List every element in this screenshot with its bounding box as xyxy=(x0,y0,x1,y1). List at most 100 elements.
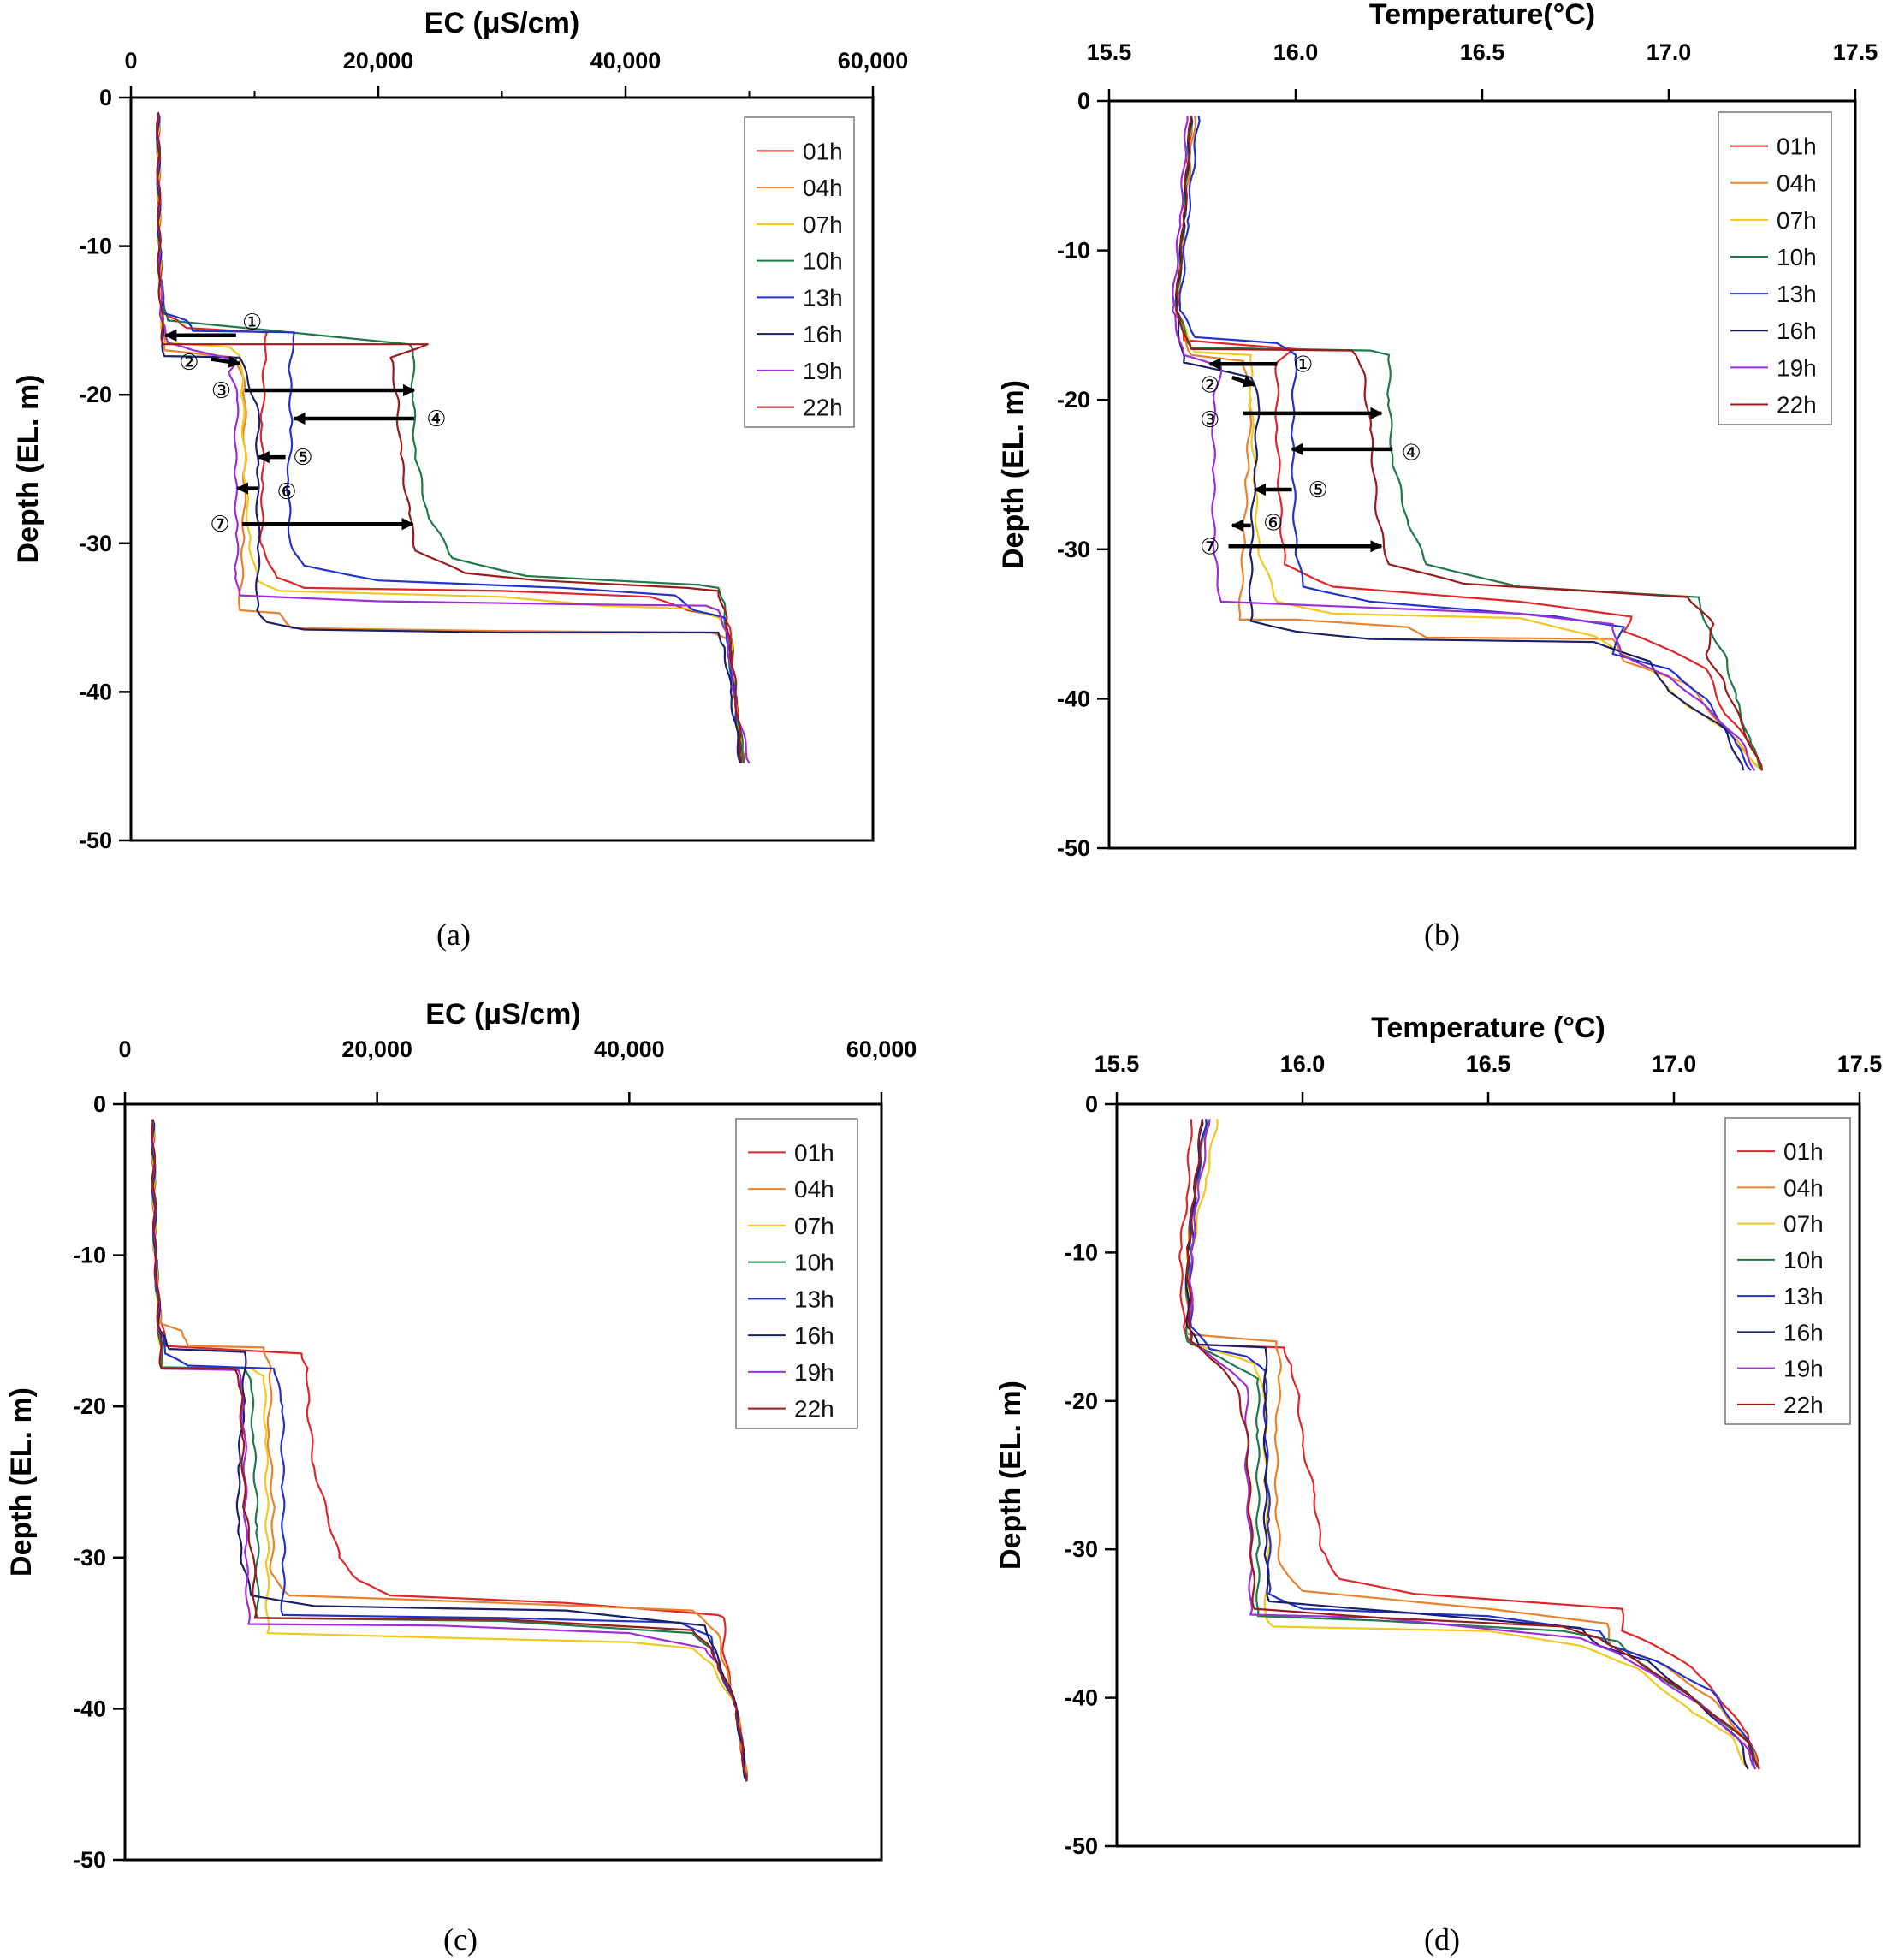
series-line-19h xyxy=(151,1119,748,1782)
annotation-label: ② xyxy=(1200,373,1219,399)
legend-item: 04h xyxy=(748,1176,834,1203)
legend-item: 04h xyxy=(1730,170,1817,197)
x-tick-label: 16.0 xyxy=(1280,1051,1326,1077)
series-line-04h xyxy=(151,1119,748,1782)
y-tick-label: -50 xyxy=(1057,835,1090,861)
y-tick-label: 0 xyxy=(99,85,112,110)
annotation-label: ④ xyxy=(1402,440,1421,466)
legend-label: 10h xyxy=(1783,1247,1824,1274)
legend-item: 13h xyxy=(757,284,843,311)
x-tick-label: 17.5 xyxy=(1837,1051,1883,1077)
x-axis-title: EC (μS/cm) xyxy=(425,998,580,1030)
y-axis-title: Depth (EL. m) xyxy=(997,380,1030,569)
y-tick-label: -40 xyxy=(1065,1685,1098,1711)
panel-a: EC (μS/cm) 0 20,000 40,000 60,000 0 -10 -20 -30 -… xyxy=(12,7,908,853)
y-tick-label: -20 xyxy=(73,1393,106,1419)
x-tick-label: 16.0 xyxy=(1273,39,1319,65)
series-line-19h xyxy=(1172,116,1756,771)
y-tick-label: -30 xyxy=(79,531,112,556)
annotation-label: ④ xyxy=(426,407,446,432)
legend-label: 01h xyxy=(794,1139,834,1166)
x-tick-label: 17.0 xyxy=(1647,39,1692,65)
x-tick-label: 0 xyxy=(118,1036,131,1062)
caption-d: (d) xyxy=(1424,1922,1460,1957)
legend-label: 16h xyxy=(803,321,843,347)
annotation-label: ⑤ xyxy=(1308,478,1328,503)
x-tick-label: 40,000 xyxy=(590,48,662,74)
legend-label: 10h xyxy=(803,248,843,275)
y-tick-label: -30 xyxy=(1057,537,1090,562)
legend-item: 04h xyxy=(1737,1174,1824,1201)
legend-label: 10h xyxy=(1777,244,1817,270)
y-tick-label: -20 xyxy=(79,382,112,407)
legend-item: 19h xyxy=(757,358,843,384)
legend-label: 04h xyxy=(1777,170,1817,197)
legend-item: 07h xyxy=(1737,1211,1824,1238)
legend: 01h 04h 07h 10h 13h 16h 19h 22h xyxy=(1724,1117,1851,1425)
panel-c: EC (μS/cm) 0 20,000 40,000 60,000 0 -10 -20 -30 -… xyxy=(5,998,917,1873)
legend-label: 01h xyxy=(803,138,843,164)
plot-frame xyxy=(123,1102,883,1862)
series-line-19h xyxy=(156,112,751,764)
legend-label: 01h xyxy=(1777,134,1817,160)
legend: 01h 04h 07h 10h 13h 16h 19h 22h xyxy=(1718,111,1832,425)
y-tick-label: -10 xyxy=(79,234,112,259)
legend-label: 22h xyxy=(803,395,843,421)
annotation-label: ⑦ xyxy=(210,512,229,538)
panel-d: Temperature (°C) 15.5 16.0 16.5 17.0 17.5 0 -10… xyxy=(994,1012,1882,1859)
y-tick-label: -10 xyxy=(1065,1239,1098,1265)
annotation-label: ⑥ xyxy=(1263,510,1283,536)
series-line-19h xyxy=(1188,1119,1757,1770)
legend-label: 19h xyxy=(1777,354,1817,381)
legend: 01h 04h 07h 10h 13h 16h 19h 22h xyxy=(735,1118,858,1429)
series-line-16h xyxy=(156,112,742,764)
series-line-13h xyxy=(1188,1119,1757,1770)
y-tick-label: -10 xyxy=(73,1243,106,1268)
x-axis-title: Temperature(°C) xyxy=(1369,0,1595,31)
legend-box xyxy=(744,116,855,428)
legend-item: 13h xyxy=(1737,1283,1824,1310)
legend-item: 19h xyxy=(748,1359,834,1386)
y-axis-title: Depth (EL. m) xyxy=(5,1387,38,1577)
legend-item: 10h xyxy=(748,1250,834,1276)
x-tick-label: 15.5 xyxy=(1095,1051,1140,1077)
legend-item: 07h xyxy=(757,211,843,238)
series-line-01h xyxy=(156,112,745,763)
legend-label: 07h xyxy=(1777,207,1817,234)
legend-label: 22h xyxy=(1783,1392,1824,1418)
annotation-label: ③ xyxy=(211,378,231,404)
series-line-07h xyxy=(1184,1119,1749,1770)
y-tick-label: -30 xyxy=(73,1545,106,1571)
legend-item: 22h xyxy=(1737,1392,1824,1418)
legend-box xyxy=(1724,1117,1851,1425)
legend-item: 10h xyxy=(1730,244,1817,270)
y-tick-label: -50 xyxy=(73,1847,106,1873)
x-tick-label: 0 xyxy=(124,48,137,74)
annotation-label: ① xyxy=(242,310,262,336)
legend-item: 04h xyxy=(757,175,843,201)
legend-item: 01h xyxy=(748,1139,834,1166)
legend-label: 07h xyxy=(803,211,843,238)
annotation-arrow xyxy=(211,355,241,368)
series-line-01h xyxy=(151,1119,748,1782)
panel-b: Temperature(°C) 15.5 16.0 16.5 17.0 17.5 0 -10 -… xyxy=(997,0,1878,861)
y-tick-label: -40 xyxy=(73,1696,106,1721)
y-tick-label: 0 xyxy=(1077,88,1090,114)
series-line-10h xyxy=(151,1119,748,1782)
legend-item: 22h xyxy=(1730,391,1817,418)
legend-item: 19h xyxy=(1737,1356,1824,1382)
legend-label: 16h xyxy=(1783,1319,1824,1345)
legend-box xyxy=(1718,111,1832,425)
legend-label: 16h xyxy=(1777,318,1817,344)
x-tick-label: 17.5 xyxy=(1833,39,1878,65)
y-axis-title: Depth (EL. m) xyxy=(12,375,45,564)
legend-item: 01h xyxy=(757,138,843,164)
annotation-label: ⑤ xyxy=(293,445,312,471)
annotation-label: ⑥ xyxy=(276,479,296,505)
legend-label: 07h xyxy=(1783,1211,1824,1238)
legend-item: 19h xyxy=(1730,354,1817,381)
legend-item: 16h xyxy=(1737,1319,1824,1345)
series-line-07h xyxy=(156,112,745,763)
legend-label: 13h xyxy=(1777,281,1817,307)
